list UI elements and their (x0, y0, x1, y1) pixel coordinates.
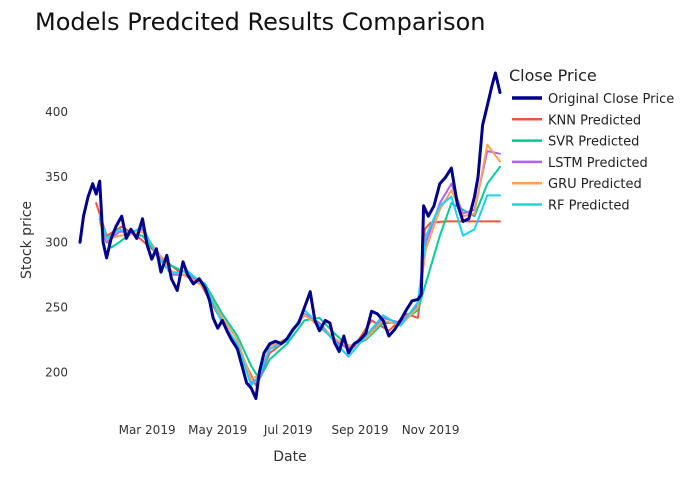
legend-label-svr-predicted: SVR Predicted (548, 135, 639, 150)
plot-area (78, 71, 502, 400)
y-tick-label: 250 (45, 300, 68, 314)
x-axis-title: Date (273, 449, 306, 465)
series-line-original-close-price (78, 71, 502, 400)
x-tick-label: Jul 2019 (263, 423, 313, 437)
x-tick-label: Sep 2019 (332, 423, 389, 437)
chart-title: Models Predcited Results Comparison (35, 8, 485, 36)
legend-label-original-close-price: Original Close Price (548, 92, 674, 107)
y-tick-label: 400 (45, 105, 68, 119)
y-tick-label: 350 (45, 170, 68, 184)
legend-label-rf-predicted: RF Predicted (548, 199, 630, 214)
x-axis-ticks: Mar 2019 May 2019 Jul 2019 Sep 2019 Nov 2019 (119, 423, 460, 437)
x-tick-label: Nov 2019 (402, 423, 460, 437)
y-axis-title: Stock price (19, 201, 35, 279)
y-tick-label: 300 (45, 235, 68, 249)
legend-title: Close Price (509, 66, 597, 85)
y-axis-ticks: 200 250 300 350 400 (45, 105, 68, 379)
series-line-svr-predicted (98, 165, 501, 380)
y-tick-label: 200 (45, 365, 68, 379)
legend-label-knn-predicted: KNN Predicted (548, 113, 641, 128)
legend-label-lstm-predicted: LSTM Predicted (548, 156, 648, 171)
x-tick-label: Mar 2019 (119, 423, 176, 437)
legend[interactable]: Close Price Original Close Price KNN Pred… (509, 66, 674, 214)
legend-label-gru-predicted: GRU Predicted (548, 177, 642, 192)
x-tick-label: May 2019 (188, 423, 247, 437)
